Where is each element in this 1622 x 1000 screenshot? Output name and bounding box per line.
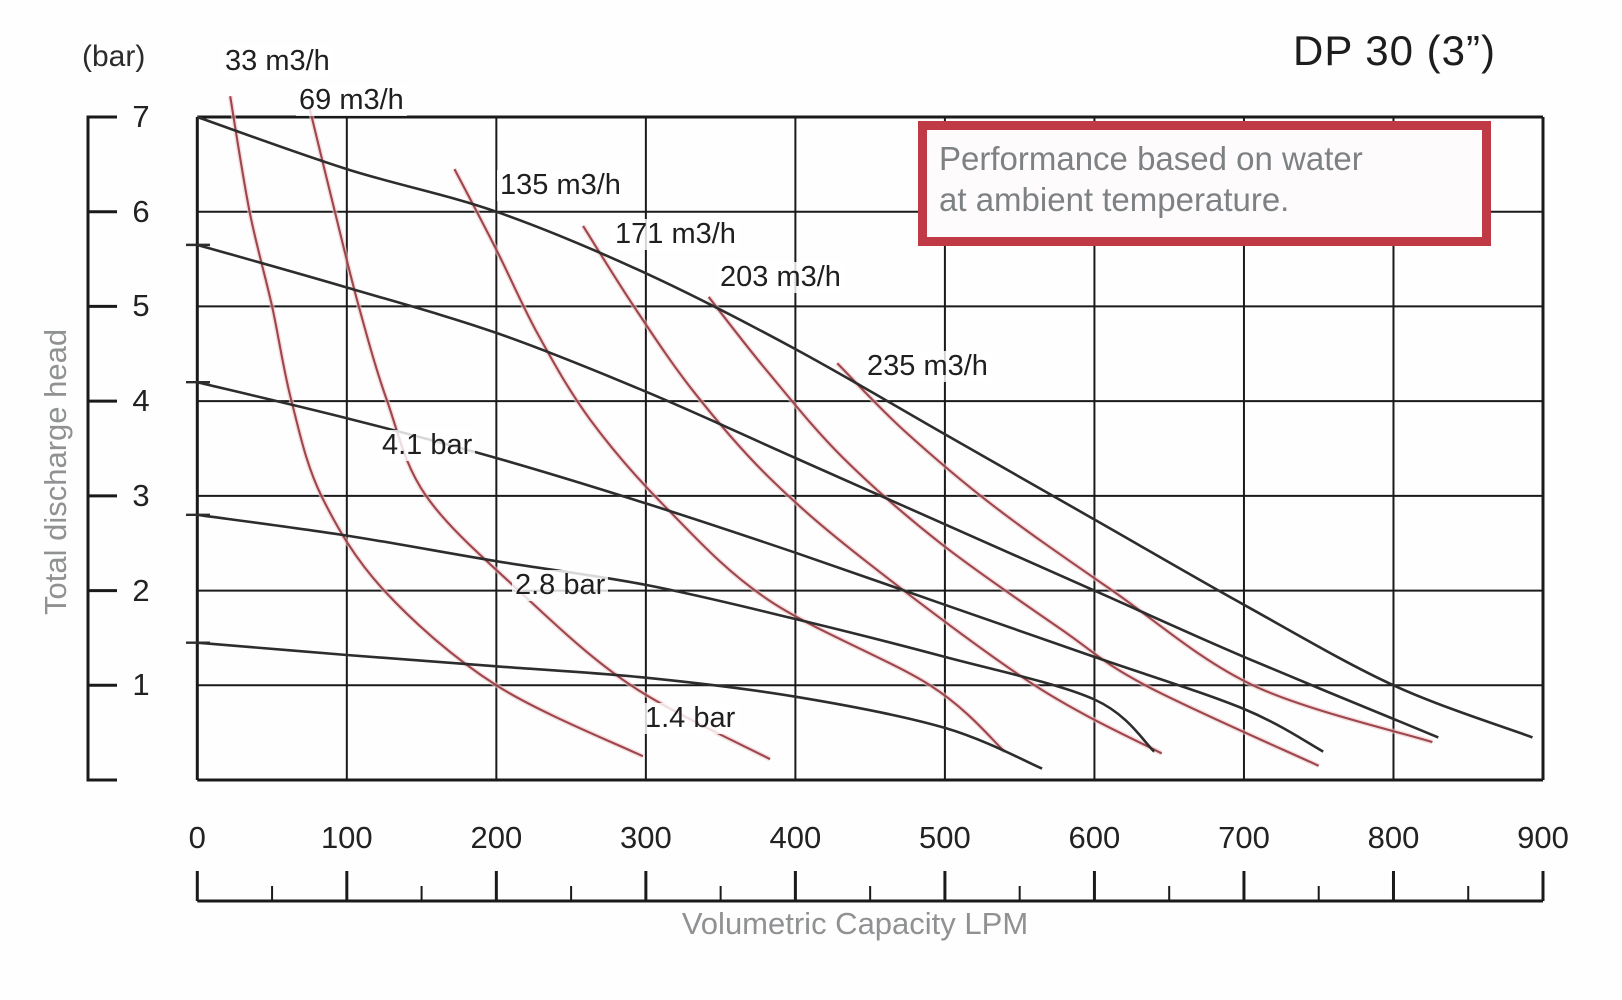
note-line-1: Performance based on water [939,140,1363,177]
air-consumption-curve-135 [453,168,1006,753]
curve-label-69-m3-h: 69 m3/h [296,85,407,116]
air-consumption-curve-171 [582,225,1163,755]
y-tick-label-7: 7 [132,99,150,134]
discharge-head-curve-2 [196,380,1324,753]
y-axis-line [86,115,117,782]
air-consumption-curve-halo [452,167,1007,754]
discharge-head-curve-3 [197,513,1156,753]
y-tick-label-2: 2 [132,572,150,608]
y-tick-label-3: 3 [132,477,150,513]
air-consumption-curve-69 [308,107,771,761]
curve-label-235-m3-h: 235 m3/h [864,351,991,382]
discharge-head-curve-1 [196,243,1439,739]
y-axis-title: Total discharge head [38,328,73,615]
x-tick-label-600: 600 [1068,820,1121,855]
air-consumption-curve-203 [707,296,1320,767]
y-tick-label-6: 6 [132,193,150,229]
air-consumption-curve-33 [229,95,644,758]
x-axis-title: Volumetric Capacity LPM [681,906,1029,941]
note-box: Performance based on water at ambient te… [918,121,1491,246]
curve-label-135-m3-h: 135 m3/h [497,170,624,201]
x-tick-label-700: 700 [1218,820,1270,855]
curve-label-203-m3-h: 203 m3/h [717,262,844,293]
x-tick-label-900: 900 [1517,820,1569,855]
discharge-head-curve-0 [196,115,1533,739]
x-tick-label-100: 100 [320,820,373,855]
curve-label-4.1-bar: 4.1 bar [379,430,476,461]
x-tick-label-500: 500 [919,820,971,855]
air-consumption-curve-235 [836,362,1433,744]
x-tick-label-200: 200 [470,820,523,855]
curve-label-2.8-bar: 2.8 bar [512,570,609,601]
curve-label-33-m3-h: 33 m3/h [222,46,333,77]
discharge-head-curve-4 [197,641,1043,770]
x-tick-label-0: 0 [188,820,206,855]
curve-label-1.4-bar: 1.4 bar [642,703,739,734]
page-title: DP 30 (3”) [1293,27,1496,74]
curve-label-171-m3-h: 171 m3/h [612,219,739,250]
note-line-2: at ambient temperature. [939,181,1290,218]
y-tick-label-5: 5 [132,288,150,324]
air-consumption-curve-halo [706,295,1320,769]
x-tick-label-300: 300 [619,820,672,855]
y-tick-label-1: 1 [132,667,150,703]
y-axis-unit-label: (bar) [82,40,146,73]
x-tick-label-400: 400 [769,820,822,855]
x-tick-label-800: 800 [1367,820,1420,855]
air-consumption-curve-halo [580,224,1163,756]
y-tick-label-4: 4 [132,383,150,419]
